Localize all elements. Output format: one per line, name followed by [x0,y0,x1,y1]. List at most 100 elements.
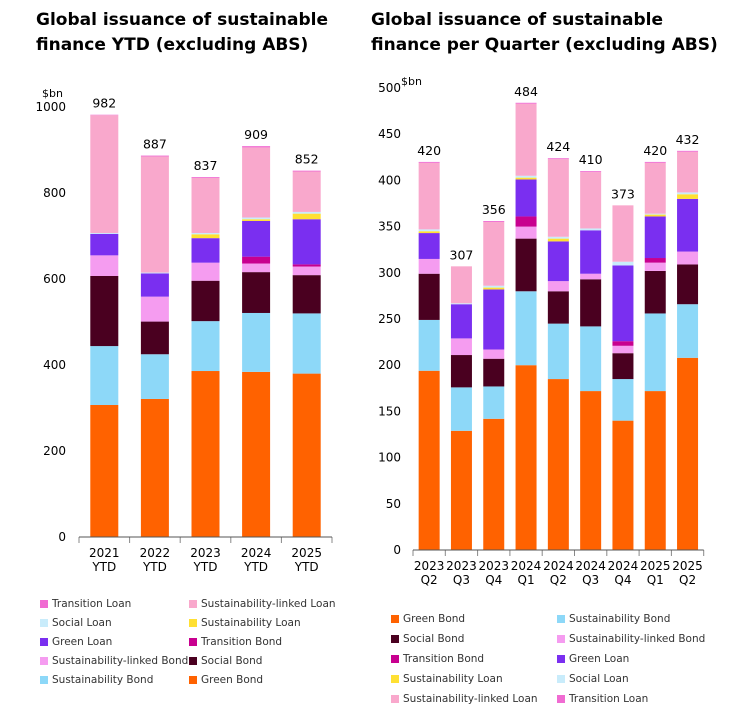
bar-total-label: 424 [546,139,570,154]
bar-segment-transition-loan [292,170,321,172]
legend-item-transition-bond: Transition Bond [189,636,282,648]
y-tick-label: 400 [43,358,66,372]
x-tick-label: YTD [193,560,218,574]
legend-item-sustainability-linked-loan: Sustainability-linked Loan [391,693,538,705]
bar-segment-sustainability-linked-loan [191,177,220,233]
bar-segment-social-loan [242,217,271,220]
legend-item-green-loan: Green Loan [557,653,629,665]
bar-segment-sustainability-linked-bond [612,345,634,354]
bar-segment-green-loan [483,289,505,350]
bar-segment-sustainability-bond [677,304,699,358]
bar-segment-sustainability-bond [580,326,602,392]
legend-label: Sustainability-linked Bond [569,633,706,645]
y-tick-label: 350 [378,220,401,234]
chart-quarterly-svg: 0 50 100 150 200 250 300 350 400 450 500 $bn 420 2023… [378,75,705,587]
bar-segment-sustainability-bond [191,321,220,372]
bar-segment-sustainability-linked-bond [483,349,505,359]
y-tick-label: 250 [378,312,401,326]
x-tick-label: 2024 [241,546,272,560]
bar-segment-social-bond [612,353,634,380]
bar-segment-sustainability-loan [644,214,666,217]
y-tick-label: 50 [386,497,401,511]
x-tick-label: YTD [294,560,319,574]
bar-segment-green-loan [418,233,440,259]
bar-segment-transition-loan [515,102,537,104]
bar-segment-sustainability-linked-loan [677,151,699,193]
bar-segment-sustainability-linked-bond [418,258,440,274]
legend-label: Transition Loan [569,693,649,705]
legend-label: Transition Bond [403,653,485,665]
bar-segment-green-bond [547,379,569,550]
legend-item-green-loan: Green Loan [40,636,112,648]
bar-segment-transition-loan [547,158,569,160]
chart-ytd-svg: 02004006008001000$bn9822021YTD8872022YTD… [35,87,333,574]
legend-item-sustainability-linked-bond: Sustainability-linked Bond [40,655,188,667]
bar-segment-green-loan [292,219,321,265]
x-tick-label: Q3 [582,573,599,587]
bar-segment-sustainability-bond [547,323,569,380]
legend-label: Sustainability-linked Loan [201,598,336,610]
legend-label: Social Bond [403,633,465,645]
bar-segment-green-loan [580,230,602,274]
bar-segment-sustainability-linked-loan [292,171,321,212]
legend-label: Sustainability Bond [52,674,154,686]
bar-segment-sustainability-bond [292,313,321,374]
bar-segment-sustainability-loan [418,231,440,234]
bar-total-label: 356 [482,202,506,217]
bar-total-label: 852 [295,152,319,167]
bar-segment-sustainability-bond [450,387,472,431]
x-tick-label: 2023 [478,559,509,573]
x-tick-label: 2023 [446,559,477,573]
bar-segment-sustainability-linked-loan [140,156,169,273]
legend-swatch [189,638,197,646]
bar-segment-sustainability-linked-loan [450,266,472,304]
bar-total-label: 432 [676,132,700,147]
legend-item-sustainability-linked-loan: Sustainability-linked Loan [189,598,336,610]
x-tick-label: YTD [243,560,268,574]
x-tick-label: 2025 [672,559,703,573]
x-tick-label: 2024 [608,559,639,573]
bar-segment-sustainability-linked-bond [242,263,271,273]
y-unit-label: $bn [42,87,63,100]
x-tick-label: 2024 [543,559,574,573]
bar-segment-sustainability-loan [677,194,699,199]
bar-segment-green-loan [644,216,666,259]
bar-segment-green-loan [242,220,271,257]
bar-segment-sustainability-bond [644,313,666,392]
chart-panel-ytd: Global issuance of sustainable finance Y… [0,0,360,709]
bar-segment-transition-bond [612,341,634,346]
bar-segment-social-bond [547,291,569,324]
chart-panel-quarterly: Global issuance of sustainable finance p… [360,0,733,709]
bar-total-label: 887 [143,137,167,152]
bar-segment-sustainability-linked-bond [547,281,569,292]
chart-title-ytd: Global issuance of sustainable finance Y… [36,10,328,55]
x-tick-label: Q1 [518,573,535,587]
legend-label: Green Loan [52,636,113,648]
bar-segment-green-bond [612,420,634,550]
x-tick-label: Q4 [614,573,631,587]
legend-label: Social Loan [569,673,629,685]
bar-total-label: 837 [194,158,218,173]
bar-segment-social-bond [644,270,666,314]
legend-label: Sustainability Loan [403,673,503,685]
bar-segment-green-loan [450,304,472,339]
bar-segment-sustainability-linked-bond [191,262,220,281]
bar-total-label: 982 [92,96,116,111]
legend-swatch [189,676,197,684]
bar-segment-social-loan [644,213,666,215]
legend-item-sustainability-loan: Sustainability Loan [189,617,301,629]
bar-segment-sustainability-linked-loan [515,103,537,176]
bar-segment-transition-loan [644,161,666,163]
bar-segment-transition-bond [242,256,271,264]
bar-segment-sustainability-linked-loan [242,147,271,218]
bar-segment-social-loan [90,232,119,234]
bar-segment-green-bond [483,418,505,550]
legend-swatch [391,695,399,703]
bar-segment-sustainability-linked-bond [90,255,119,276]
bar-segment-social-bond [242,272,271,313]
y-tick-label: 400 [378,173,401,187]
legend-item-social-loan: Social Loan [557,673,629,685]
bar-segment-sustainability-loan [242,219,271,221]
legend-swatch [189,657,197,665]
bar-segment-transition-loan [483,221,505,222]
